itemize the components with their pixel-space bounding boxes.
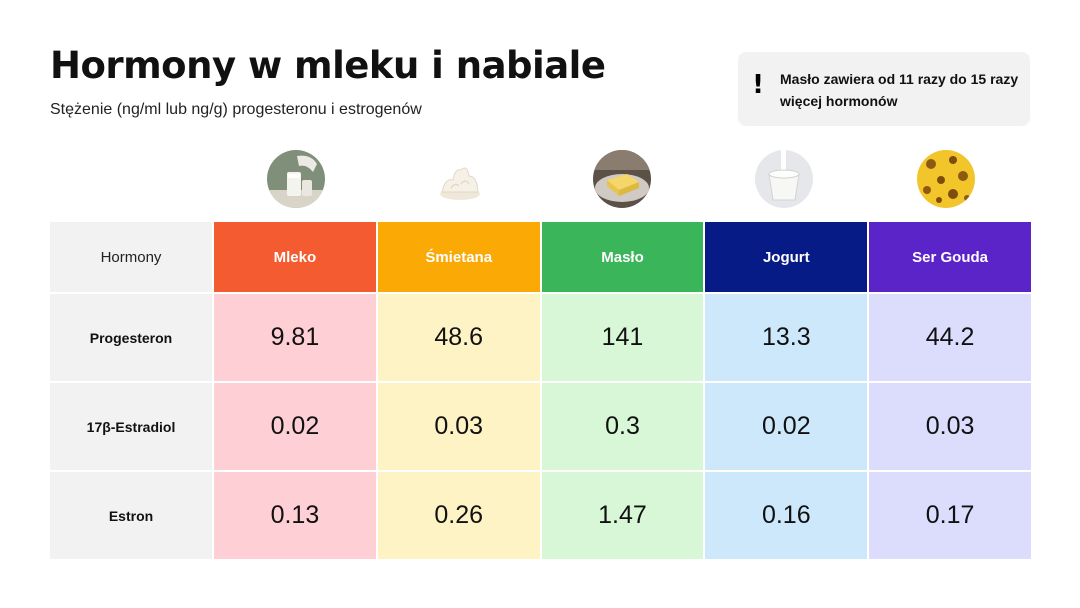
table-corner-label: Hormony [50,222,212,292]
whipped-cream-image [431,150,489,208]
table-cell-value: 48.6 [377,294,540,381]
butter-image [593,150,651,208]
page-subtitle: Stężenie (ng/ml lub ng/g) progesteronu i… [50,101,422,118]
table-cell-value: 0.3 [541,383,704,470]
table-cell-value: 0.26 [377,472,540,559]
table-cell-value: 0.03 [869,383,1031,470]
table-cell-value: 0.16 [705,472,868,559]
table-cell-value: 13.3 [705,294,868,381]
table-cell-value: 0.03 [377,383,540,470]
table-cell-value: 0.02 [214,383,376,470]
callout-note: ! Masło zawiera od 11 razy do 15 razy wi… [738,52,1030,126]
yogurt-image [755,150,813,208]
row-label: Progesteron [50,294,212,381]
column-header: Jogurt [705,222,868,292]
page-title: Hormony w mleku i nabiale [50,44,606,87]
table-cell-value: 9.81 [214,294,376,381]
column-header: Masło [541,222,704,292]
table-cell-value: 44.2 [869,294,1031,381]
table-cell-value: 1.47 [541,472,704,559]
table-cell-value: 0.17 [869,472,1031,559]
table-cell-value: 141 [541,294,704,381]
table-cell-value: 0.13 [214,472,376,559]
callout-text: Masło zawiera od 11 razy do 15 razy więc… [780,71,1019,109]
hormone-table: Hormony Mleko Śmietana Masło Jogurt Ser Gouda… [50,222,1031,559]
gouda-cheese-image [917,150,975,208]
table-cell-value: 0.02 [705,383,868,470]
row-label: 17β-Estradiol [50,383,212,470]
column-header: Ser Gouda [869,222,1031,292]
column-header: Mleko [214,222,376,292]
column-header: Śmietana [377,222,540,292]
exclamation-icon: ! [752,70,764,100]
milk-image [267,150,325,208]
row-label: Estron [50,472,212,559]
